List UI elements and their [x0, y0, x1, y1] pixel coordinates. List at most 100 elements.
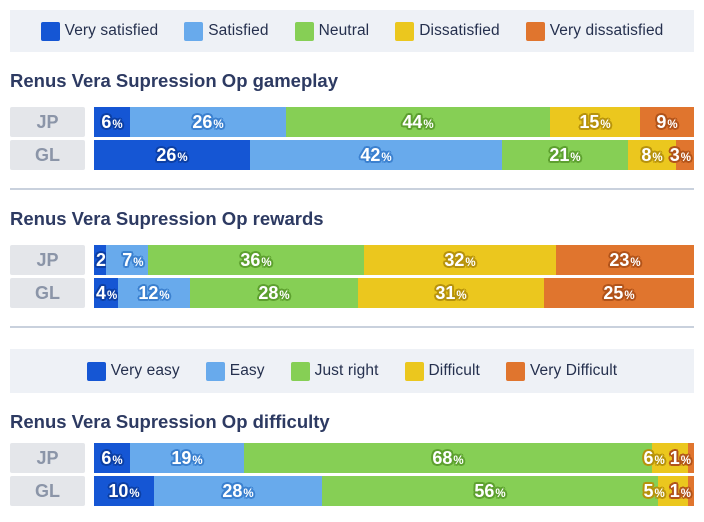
segment-value-label: 4% — [96, 284, 117, 303]
stacked-bar: 2%7%36%32%23% — [94, 245, 694, 275]
legend-swatch-icon — [86, 361, 106, 381]
segment-value-label: 44% — [402, 113, 433, 132]
legend-swatch-icon — [505, 361, 525, 381]
percent-sign: % — [680, 151, 691, 164]
segment-percent-value: 36 — [240, 249, 261, 270]
bar-segment: 26% — [130, 107, 286, 137]
bar-row: GL 10% 28% 56% 5% 1% — [10, 476, 694, 506]
bar-segment: 10% — [94, 476, 154, 506]
percent-sign: % — [129, 487, 140, 500]
percent-sign: % — [423, 118, 434, 131]
bar-segment: 7% — [106, 245, 148, 275]
segment-percent-value: 28 — [222, 480, 243, 501]
segment-value-label: 10% — [108, 482, 139, 501]
bar-segment: 12% — [118, 278, 190, 308]
legend-swatch-icon — [404, 361, 424, 381]
segment-value-label: 31% — [435, 284, 466, 303]
percent-sign: % — [453, 454, 464, 467]
segment-percent-value: 8 — [641, 144, 652, 165]
bar-row: GL 4% 12% 28% 31% 25% — [10, 278, 694, 308]
bar-row: JP 6% 19% 68% 6% 1% — [10, 443, 694, 473]
segment-value-label: 15% — [579, 113, 610, 132]
percent-sign: % — [465, 256, 476, 269]
legend-satisfaction: Very satisfied Satisfied Neutral Dissatisfi… — [10, 10, 694, 52]
bar-segment: 68% — [244, 443, 652, 473]
segment-value-label: 56% — [474, 482, 505, 501]
bar-segment: 23% — [556, 245, 694, 275]
segment-value-label: 28% — [258, 284, 289, 303]
bar-segment: 42% — [250, 140, 502, 170]
legend-item: Very Difficult — [505, 361, 618, 381]
segment-percent-value: 4 — [96, 282, 107, 303]
percent-sign: % — [654, 454, 665, 467]
percent-sign: % — [630, 256, 641, 269]
legend-label: Very satisfied — [64, 22, 159, 39]
row-region-label: GL — [10, 278, 85, 308]
bar-segment: 5% — [644, 476, 688, 506]
legend-label: Dissatisfied — [419, 22, 500, 39]
bar-segment: 21% — [502, 140, 628, 170]
bar-segment: 6% — [94, 443, 130, 473]
segment-percent-value: 26 — [192, 111, 213, 132]
row-region-label: JP — [10, 443, 85, 473]
segment-percent-value: 26 — [156, 144, 177, 165]
segment-value-label: 23% — [609, 251, 640, 270]
percent-sign: % — [177, 151, 188, 164]
bar-segment: 8% — [628, 140, 676, 170]
legend-item: Neutral — [294, 21, 370, 41]
legend-swatch-icon — [525, 21, 545, 41]
percent-sign: % — [624, 289, 635, 302]
segment-value-label: 25% — [603, 284, 634, 303]
section-title: Renus Vera Supression Op rewards — [10, 208, 324, 229]
bar-segment: 36% — [148, 245, 364, 275]
percent-sign: % — [213, 118, 224, 131]
segment-percent-value: 42 — [360, 144, 381, 165]
segment-percent-value: 6 — [101, 111, 112, 132]
segment-value-label: 28% — [222, 482, 253, 501]
segment-percent-value: 28 — [258, 282, 279, 303]
bar-segment: 28% — [190, 278, 358, 308]
bar-segment: 25% — [544, 278, 694, 308]
segment-percent-value: 56 — [474, 480, 495, 501]
section-rewards: Renus Vera Supression Op rewardsJP2%7%36… — [10, 207, 694, 308]
segment-percent-value: 31 — [435, 282, 456, 303]
legend-swatch-icon — [40, 21, 60, 41]
bar-segment: 15% — [550, 107, 640, 137]
legend-item: Very easy — [86, 361, 180, 381]
section-title: Renus Vera Supression Op gameplay — [10, 70, 338, 91]
percent-sign: % — [112, 118, 123, 131]
segment-value-label: 26% — [192, 113, 223, 132]
percent-sign: % — [600, 118, 611, 131]
legend-swatch-icon — [294, 21, 314, 41]
row-region-label: GL — [10, 140, 85, 170]
bar-segment: 4% — [94, 278, 118, 308]
bar-segment: 28% — [154, 476, 322, 506]
bar-segment: 56% — [322, 476, 658, 506]
legend-label: Very Difficult — [529, 362, 618, 379]
segment-value-label: 6% — [101, 113, 122, 132]
legend-item: Dissatisfied — [395, 21, 500, 41]
bar-segment: 26% — [94, 140, 250, 170]
section-difficulty: Renus Vera Supression Op difficulty JP 6% 1… — [10, 410, 694, 506]
row-region-label: JP — [10, 245, 85, 275]
section-gameplay: Renus Vera Supression Op gameplay JP 6% 26%… — [10, 69, 694, 170]
stacked-bar: 4% 12% 28% 31% 25% — [94, 278, 694, 308]
segment-value-label: 9% — [656, 113, 677, 132]
segment-percent-value: 19 — [171, 447, 192, 468]
percent-sign: % — [495, 487, 506, 500]
legend-label: Neutral — [318, 22, 370, 39]
segment-percent-value: 9 — [656, 111, 667, 132]
row-region-label: GL — [10, 476, 85, 506]
segment-percent-value: 23 — [609, 249, 630, 270]
stacked-bar: 6% 19% 68% 6% 1% — [94, 443, 694, 473]
segment-percent-value: 32 — [444, 249, 465, 270]
percent-sign: % — [652, 151, 663, 164]
legend-swatch-icon — [395, 21, 415, 41]
segment-percent-value: 15 — [579, 111, 600, 132]
segment-percent-value: 6 — [101, 447, 112, 468]
segment-value-label: 68% — [432, 449, 463, 468]
segment-value-label: 32% — [444, 251, 475, 270]
legend-item: Very satisfied — [40, 21, 159, 41]
legend-swatch-icon — [290, 361, 310, 381]
segment-value-label: 26% — [156, 146, 187, 165]
